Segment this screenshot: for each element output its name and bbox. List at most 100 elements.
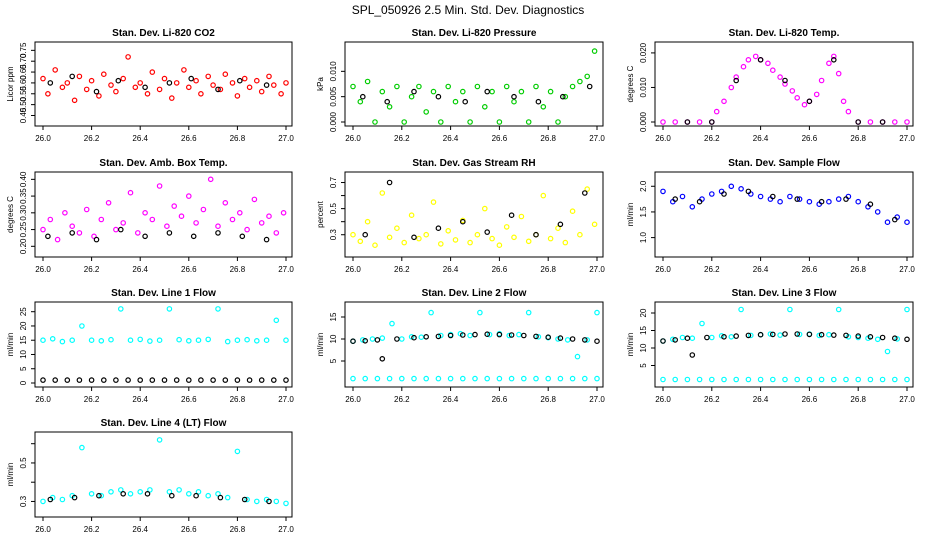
data-point [217, 86, 224, 93]
x-tick-label: 27.0 [589, 134, 605, 143]
data-point [496, 331, 503, 338]
x-tick-label: 26.8 [230, 525, 246, 534]
x-tick-label: 27.0 [278, 134, 294, 143]
data-point [198, 91, 204, 97]
data-point [559, 93, 566, 100]
data-point [445, 228, 452, 234]
chart-title: Stan. Dev. Li-820 CO2 [112, 28, 215, 39]
data-point [679, 193, 686, 200]
y-tick-label: 1.0 [639, 231, 648, 243]
data-point [379, 190, 386, 196]
data-point [489, 235, 495, 242]
data-point [855, 119, 862, 125]
data-point [137, 336, 144, 343]
data-point [806, 331, 813, 338]
data-point [733, 74, 740, 80]
data-point [777, 332, 783, 338]
data-point [118, 226, 124, 233]
data-point [745, 188, 752, 195]
data-point [45, 233, 51, 240]
data-point [369, 336, 376, 342]
data-point [445, 83, 452, 90]
data-point [374, 337, 381, 343]
data-point [721, 98, 727, 105]
data-point [270, 377, 277, 383]
x-tick-label: 26.0 [35, 265, 51, 274]
y-axis-label: ml/min [6, 463, 15, 487]
data-point [108, 336, 114, 343]
y-tick-label: 0.010 [639, 77, 648, 98]
data-point [205, 336, 212, 343]
y-tick-label: 15 [329, 312, 338, 321]
data-point [88, 377, 95, 383]
data-point [198, 377, 204, 383]
y-tick-label: 0.7 [329, 176, 338, 188]
data-point [738, 306, 744, 313]
data-point [511, 93, 517, 100]
plot-frame [654, 41, 914, 127]
data-point [757, 56, 764, 63]
data-point [435, 333, 442, 340]
data-point [689, 352, 696, 358]
data-point [71, 494, 78, 501]
data-point [190, 233, 197, 240]
data-point [76, 377, 83, 383]
data-point [721, 333, 727, 340]
data-point [40, 337, 46, 344]
data-point [164, 223, 170, 230]
data-point [518, 213, 525, 220]
data-point [569, 336, 576, 342]
data-point [679, 334, 686, 341]
data-point [740, 63, 747, 70]
data-point [525, 309, 532, 316]
x-tick-label: 27.0 [589, 265, 605, 274]
data-point [258, 220, 265, 226]
chart-title: Stan. Dev. Line 2 Flow [422, 288, 527, 299]
data-point [144, 490, 151, 497]
data-point [408, 93, 415, 100]
data-point [794, 95, 801, 101]
y-tick-label: 0.5 [329, 203, 338, 215]
data-point [69, 73, 76, 80]
x-tick-label: 26.8 [540, 395, 556, 404]
data-point [669, 336, 676, 343]
series-primary [350, 375, 600, 382]
data-point [481, 205, 488, 212]
data-point [266, 73, 272, 80]
chart-panel-5: Stan. Dev. Gas Stream RH percent 26.0 26.2 2… [316, 158, 605, 274]
data-point [569, 208, 576, 215]
data-point [782, 77, 788, 84]
data-point [477, 309, 483, 316]
data-point [428, 309, 434, 316]
data-point [879, 376, 886, 383]
data-point [127, 490, 134, 497]
data-point [557, 221, 564, 228]
data-point [93, 88, 100, 95]
y-tick-label: 0.70 [19, 53, 28, 69]
data-point [569, 83, 576, 90]
data-point [843, 196, 849, 202]
data-point [263, 236, 270, 243]
data-point [357, 238, 364, 245]
series-primary [40, 176, 287, 243]
data-point [156, 86, 163, 93]
data-point [562, 93, 569, 100]
x-tick-label: 26.4 [753, 265, 769, 274]
x-tick-label: 27.0 [899, 134, 915, 143]
data-point [205, 492, 212, 499]
data-point [518, 88, 525, 95]
x-tick-label: 26.0 [345, 134, 361, 143]
data-point [794, 376, 801, 383]
chart-title: Stan. Dev. Sample Flow [728, 158, 840, 169]
data-point [884, 219, 891, 226]
data-point [721, 376, 727, 383]
x-tick-label: 26.4 [443, 134, 459, 143]
plot-frame [34, 171, 293, 258]
x-tick-label: 26.2 [704, 395, 720, 404]
data-point [283, 337, 289, 344]
data-point [581, 190, 588, 196]
chart-panel-6: Stan. Dev. Sample Flow ml/min 26.0 26.2 26.4… [626, 158, 915, 274]
data-point [696, 198, 703, 205]
data-point [472, 375, 478, 382]
data-point [708, 191, 715, 197]
